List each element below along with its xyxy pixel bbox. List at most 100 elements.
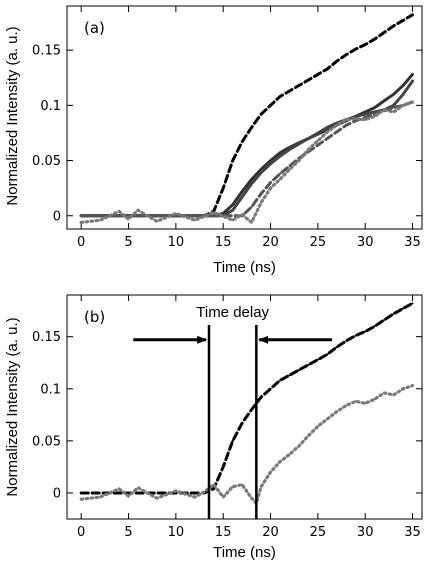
data-point: [383, 391, 386, 394]
data-point: [373, 398, 376, 401]
data-point: [250, 205, 253, 208]
data-point: [222, 496, 225, 499]
data-point: [127, 491, 130, 494]
data-point: [326, 126, 329, 129]
data-point: [231, 485, 234, 488]
data-point: [279, 155, 281, 158]
data-point: [354, 48, 357, 51]
panel-label: (a): [84, 19, 105, 37]
data-point: [241, 140, 244, 143]
data-point: [260, 201, 263, 204]
data-point: [373, 115, 376, 118]
data-point: [212, 483, 215, 486]
data-point: [279, 172, 281, 175]
data-point: [250, 221, 253, 224]
data-point: [269, 187, 272, 190]
data-point: [402, 19, 405, 22]
data-point: [288, 148, 291, 151]
data-point: [269, 104, 272, 107]
data-point: [222, 187, 225, 190]
data-point: [279, 151, 281, 154]
data-point: [99, 219, 102, 222]
data-point: [364, 110, 367, 113]
data-point: [402, 84, 405, 87]
data-point: [288, 168, 291, 171]
data-point: [307, 363, 310, 366]
data-point: [392, 104, 395, 107]
data-point: [127, 218, 130, 221]
data-point: [402, 307, 405, 310]
data-point: [364, 402, 367, 405]
x-tick-label: 15: [215, 235, 232, 250]
y-tick-label: 0.05: [32, 434, 61, 449]
data-point: [260, 113, 263, 116]
data-point: [241, 483, 244, 486]
data-point: [269, 159, 272, 162]
data-point: [212, 487, 215, 490]
data-point: [260, 396, 263, 399]
data-point: [80, 221, 83, 224]
data-point: [383, 31, 386, 34]
data-point: [373, 106, 376, 109]
data-point: [155, 220, 158, 223]
data-point: [373, 325, 376, 328]
data-point: [345, 339, 348, 342]
data-point: [354, 117, 357, 120]
data-point: [260, 171, 263, 174]
data-point: [392, 312, 395, 315]
data-point: [231, 209, 234, 212]
data-point: [392, 106, 395, 109]
data-point: [241, 422, 244, 425]
data-point: [335, 346, 338, 349]
data-point: [241, 195, 244, 198]
data-point: [345, 118, 348, 121]
data-point: [250, 178, 253, 181]
data-point: [402, 104, 405, 107]
data-point: [326, 130, 329, 133]
data-point: [364, 113, 367, 116]
x-tick-label: 10: [168, 235, 185, 250]
data-point: [335, 124, 338, 127]
data-point: [364, 43, 367, 46]
x-tick-label: 35: [404, 235, 421, 250]
panel-a: 0 5 10 15 20 25 30 35 0 0.05 0.1 0.15 Time (ns) Norma…: [4, 5, 423, 276]
data-point: [174, 489, 177, 492]
x-tick-label: 30: [357, 525, 374, 540]
data-point: [297, 369, 300, 372]
data-point: [345, 404, 348, 407]
x-tick-label: 0: [77, 235, 85, 250]
y-tick-label: 0.1: [40, 99, 61, 114]
plot-frame: [66, 294, 423, 520]
data-point: [316, 144, 319, 147]
plot-frame: [66, 5, 423, 230]
series-line-1: [79, 301, 414, 495]
data-point: [80, 498, 83, 501]
y-axis-label: Normalized Intensity (a. u.): [4, 317, 21, 496]
time-delay-annotation: Time delay: [196, 304, 269, 321]
data-point: [373, 38, 376, 41]
data-point: [316, 131, 319, 134]
data-point: [354, 115, 357, 118]
data-point: [260, 485, 263, 488]
data-point: [411, 80, 414, 83]
data-point: [269, 387, 272, 390]
data-point: [326, 353, 329, 356]
data-point: [193, 496, 196, 499]
data-point: [279, 95, 281, 98]
data-point: [260, 168, 263, 171]
data-point: [241, 190, 244, 193]
data-point: [269, 471, 272, 474]
data-point: [383, 99, 386, 102]
data-point: [297, 142, 300, 145]
y-tick-label: 0: [53, 486, 61, 501]
y-tick-label: 0.15: [32, 44, 61, 59]
data-point: [364, 330, 367, 333]
data-point: [279, 460, 281, 463]
data-point: [392, 110, 395, 113]
data-point: [307, 137, 310, 140]
series-line-2: [79, 384, 415, 505]
x-axis-label: Time (ns): [213, 259, 276, 276]
panel-label: (b): [84, 308, 105, 326]
data-point: [118, 487, 121, 490]
